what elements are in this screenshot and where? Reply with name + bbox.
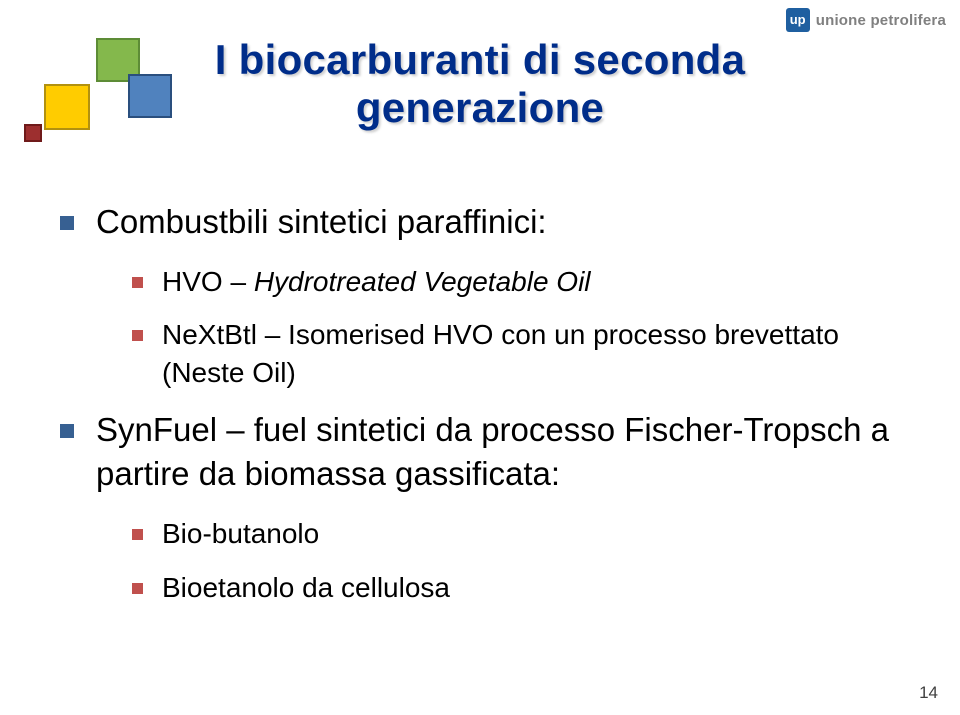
slide-title: I biocarburanti di seconda generazione	[0, 36, 960, 133]
bullet-text: NeXtBtl – Isomerised HVO con un processo…	[162, 319, 839, 388]
title-line-1: I biocarburanti di seconda	[215, 36, 746, 83]
bullet-text-italic: Hydrotreated Vegetable Oil	[254, 266, 591, 297]
bullet-level-1: Combustbili sintetici paraffinici: HVO –…	[60, 200, 920, 392]
title-line-2: generazione	[356, 84, 604, 131]
bullet-text: Combustbili sintetici paraffinici:	[96, 203, 547, 240]
bullet-level-2: Bio-butanolo	[132, 515, 920, 553]
bullet-level-2: Bioetanolo da cellulosa	[132, 569, 920, 607]
bullet-level-2: NeXtBtl – Isomerised HVO con un processo…	[132, 316, 920, 392]
bullet-text: SynFuel – fuel sintetici da processo Fis…	[96, 411, 889, 493]
bullet-text: Bioetanolo da cellulosa	[162, 572, 450, 603]
slide-body: Combustbili sintetici paraffinici: HVO –…	[60, 200, 920, 623]
logo-text: unione petrolifera	[816, 12, 946, 29]
bullet-text: HVO –	[162, 266, 254, 297]
bullet-level-1: SynFuel – fuel sintetici da processo Fis…	[60, 408, 920, 607]
logo-mark-icon	[786, 8, 810, 32]
bullet-text: Bio-butanolo	[162, 518, 319, 549]
bullet-level-2: HVO – Hydrotreated Vegetable Oil	[132, 263, 920, 301]
brand-logo: unione petrolifera	[786, 8, 946, 32]
page-number: 14	[919, 683, 938, 703]
